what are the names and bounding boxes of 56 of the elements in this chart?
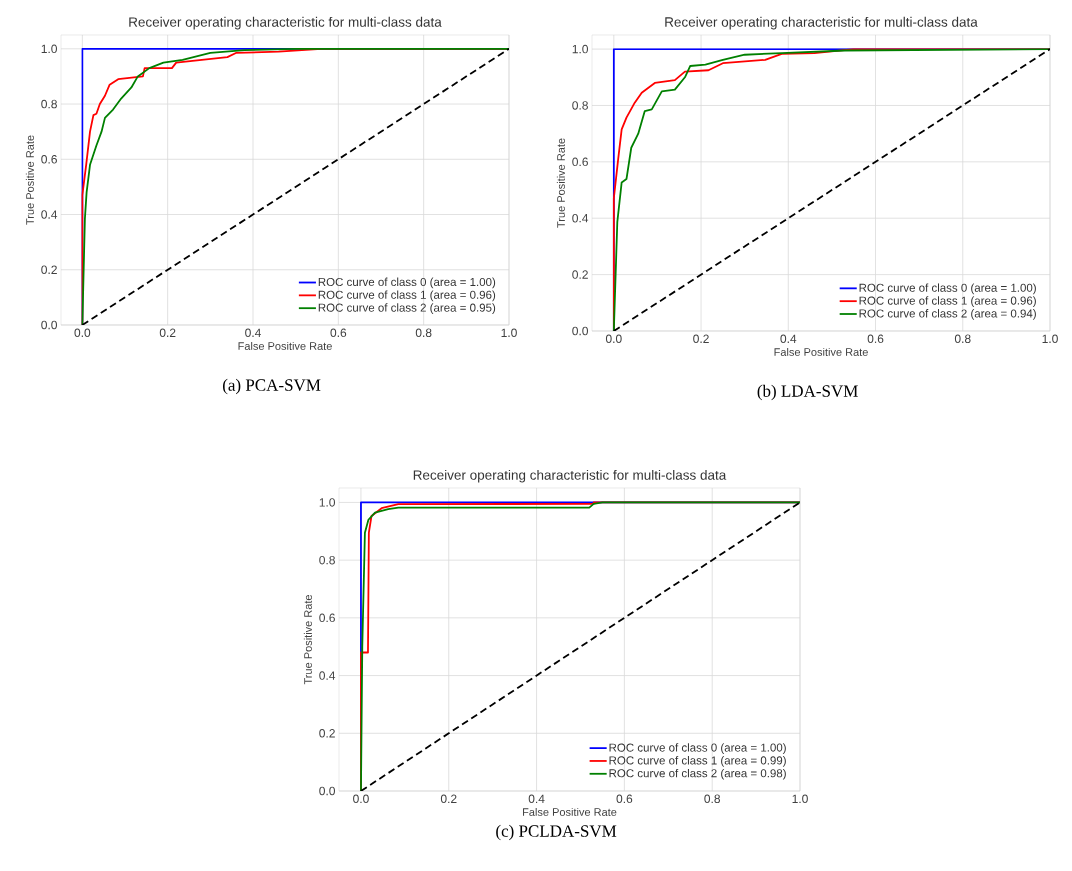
x-tick-label: 0.6 — [867, 334, 884, 344]
y-axis-title: True Positive Rate — [25, 135, 34, 225]
legend-label: ROC curve of class 0 (area = 1.00) — [318, 277, 496, 289]
x-axis-title: False Positive Rate — [238, 341, 332, 350]
y-tick-label: 0.8 — [572, 101, 588, 110]
text: (b) LDA-SVM — [757, 384, 858, 401]
x-tick-label: 1.0 — [1042, 334, 1058, 344]
x-tick-label: 0.2 — [693, 334, 709, 344]
y-tick-label: 1.0 — [572, 44, 589, 54]
chart-title: Receiver operating characteristic for multi-class data — [129, 16, 442, 30]
x-tick-label: 0.0 — [74, 328, 91, 338]
y-tick-label: 0.6 — [572, 157, 588, 167]
x-tick-label: 0.2 — [440, 794, 457, 804]
legend-label: ROC curve of class 1 (area = 0.96) — [859, 296, 1036, 307]
x-tick-label: 0.0 — [605, 334, 622, 344]
y-tick-label: 0.4 — [41, 210, 58, 219]
y-tick-label: 0.8 — [319, 555, 335, 565]
x-tick-label: 0.2 — [159, 328, 176, 338]
x-tick-label: 0.6 — [616, 794, 633, 804]
legend-label: ROC curve of class 1 (area = 0.99) — [609, 756, 786, 767]
x-tick-label: 0.4 — [780, 334, 797, 344]
y-tick-label: 0.0 — [319, 786, 336, 796]
legend-label: ROC curve of class 1 (area = 0.96) — [318, 290, 496, 302]
x-tick-label: 0.6 — [330, 328, 347, 338]
y-tick-label: 0.2 — [319, 729, 335, 738]
x-tick-label: 0.4 — [528, 794, 545, 804]
y-tick-label: 0.4 — [319, 671, 336, 680]
chart-title: Receiver operating characteristic for multi-class data — [665, 16, 978, 30]
y-tick-label: 0.0 — [41, 320, 57, 330]
y-tick-label: 0.6 — [319, 613, 335, 623]
x-tick-label: 0.0 — [353, 794, 369, 804]
x-tick-label: 0.8 — [704, 794, 721, 804]
legend-label: ROC curve of class 0 (area = 1.00) — [609, 743, 786, 754]
y-tick-label: 0.4 — [572, 213, 589, 223]
text: (a) PCA-SVM — [223, 378, 321, 395]
x-tick-label: 1.0 — [501, 328, 517, 338]
x-tick-label: 1.0 — [792, 794, 808, 804]
y-tick-label: 0.2 — [41, 265, 57, 274]
x-tick-label: 0.4 — [245, 328, 261, 338]
x-axis-title: False Positive Rate — [774, 347, 868, 356]
y-tick-label: 1.0 — [319, 498, 336, 507]
y-axis-title: True Positive Rate — [303, 594, 312, 685]
y-tick-label: 1.0 — [41, 44, 57, 54]
y-tick-label: 0.6 — [41, 155, 57, 164]
y-tick-label: 0.2 — [572, 270, 588, 279]
x-tick-label: 0.8 — [415, 328, 432, 338]
chart-title: Receiver operating characteristic for multi-class data — [413, 469, 727, 483]
text: (c) PCLDA-SVM — [496, 824, 617, 841]
x-tick-label: 0.8 — [954, 334, 971, 344]
legend-label: ROC curve of class 2 (area = 0.94) — [859, 309, 1036, 320]
y-axis-title: True Positive Rate — [556, 138, 565, 228]
legend-label: ROC curve of class 0 (area = 1.00) — [859, 283, 1036, 295]
y-tick-label: 0.8 — [41, 99, 57, 109]
legend-label: ROC curve of class 2 (area = 0.98) — [609, 768, 786, 780]
legend-label: ROC curve of class 2 (area = 0.95) — [318, 303, 496, 314]
x-axis-title: False Positive Rate — [523, 807, 617, 816]
